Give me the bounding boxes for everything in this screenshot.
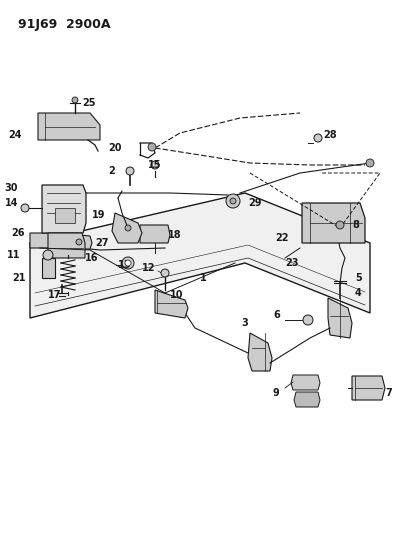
- Circle shape: [302, 315, 312, 325]
- Text: 30: 30: [5, 183, 18, 193]
- Polygon shape: [290, 375, 319, 390]
- Text: 15: 15: [147, 160, 161, 170]
- Circle shape: [335, 221, 343, 229]
- Text: 14: 14: [5, 198, 18, 208]
- Text: 6: 6: [273, 310, 279, 320]
- Text: 12: 12: [141, 263, 154, 273]
- Text: 91J69  2900A: 91J69 2900A: [18, 18, 110, 31]
- Text: 21: 21: [12, 273, 26, 283]
- Text: 8: 8: [351, 220, 358, 230]
- Circle shape: [122, 257, 134, 269]
- Text: 19: 19: [91, 210, 105, 220]
- Circle shape: [21, 204, 29, 212]
- Polygon shape: [68, 234, 92, 249]
- Polygon shape: [112, 213, 142, 243]
- Circle shape: [365, 159, 373, 167]
- Circle shape: [151, 161, 159, 169]
- Polygon shape: [301, 203, 364, 243]
- Polygon shape: [42, 185, 86, 233]
- Polygon shape: [42, 258, 55, 278]
- Circle shape: [230, 198, 235, 204]
- Text: 17: 17: [48, 290, 62, 300]
- Text: 1: 1: [199, 273, 206, 283]
- Circle shape: [147, 143, 156, 151]
- Circle shape: [313, 134, 321, 142]
- Text: 28: 28: [322, 130, 336, 140]
- Text: 3: 3: [241, 318, 247, 328]
- Text: 29: 29: [247, 198, 261, 208]
- Circle shape: [225, 194, 240, 208]
- Polygon shape: [48, 233, 85, 258]
- Text: 27: 27: [95, 238, 108, 248]
- Text: 25: 25: [82, 98, 95, 108]
- Text: 10: 10: [170, 290, 183, 300]
- Polygon shape: [55, 208, 75, 223]
- Polygon shape: [38, 113, 100, 140]
- Text: 20: 20: [108, 143, 121, 153]
- Text: 9: 9: [272, 388, 278, 398]
- Text: 11: 11: [7, 250, 20, 260]
- Circle shape: [126, 167, 134, 175]
- Polygon shape: [140, 225, 170, 243]
- Text: 16: 16: [85, 253, 98, 263]
- Text: 7: 7: [384, 388, 391, 398]
- Text: 18: 18: [168, 230, 181, 240]
- Text: 26: 26: [12, 228, 25, 238]
- Circle shape: [125, 225, 131, 231]
- Text: 5: 5: [354, 273, 361, 283]
- Polygon shape: [247, 333, 271, 371]
- Polygon shape: [327, 298, 351, 338]
- Circle shape: [125, 260, 131, 266]
- Polygon shape: [30, 193, 369, 318]
- Polygon shape: [293, 392, 319, 407]
- Text: 24: 24: [9, 130, 22, 140]
- Circle shape: [72, 97, 78, 103]
- Circle shape: [161, 269, 169, 277]
- Polygon shape: [30, 233, 58, 248]
- Circle shape: [43, 250, 53, 260]
- Polygon shape: [154, 290, 188, 318]
- Text: 23: 23: [284, 258, 298, 268]
- Text: 22: 22: [274, 233, 288, 243]
- Text: 4: 4: [354, 288, 361, 298]
- Text: 13: 13: [118, 260, 131, 270]
- Text: 2: 2: [108, 166, 114, 176]
- Circle shape: [76, 239, 82, 245]
- Polygon shape: [351, 376, 384, 400]
